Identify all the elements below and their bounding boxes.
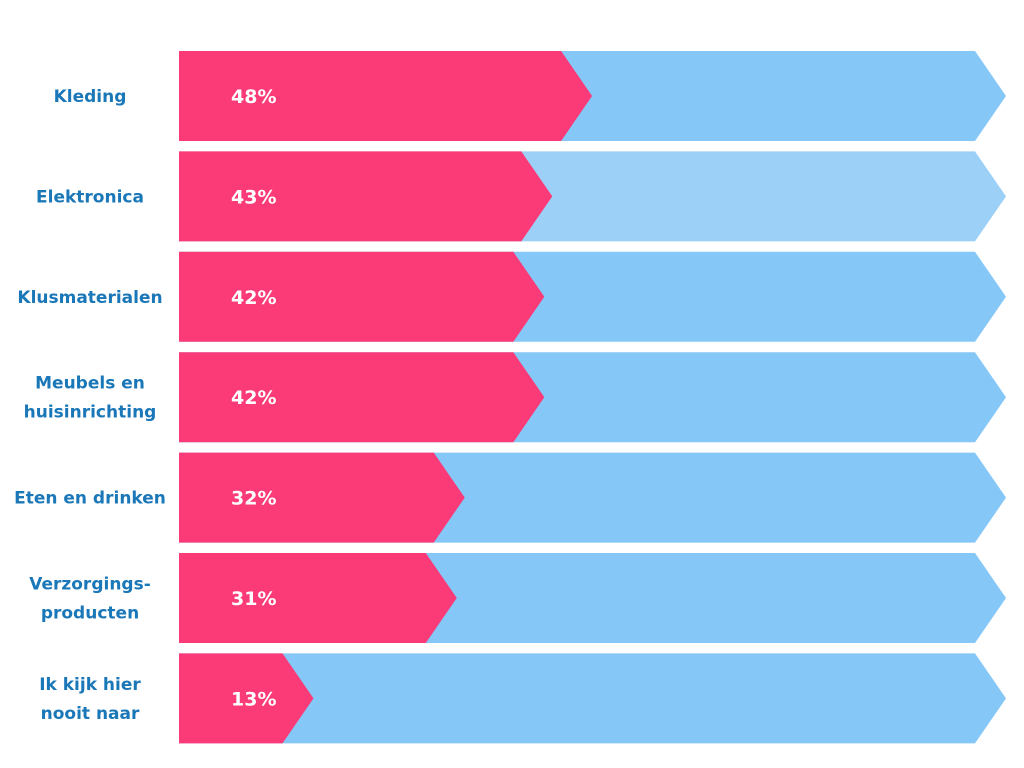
category-label-line: nooit naar — [41, 704, 140, 724]
value-label: 31% — [231, 588, 276, 610]
bar-value — [179, 352, 545, 443]
category-label-line: Klusmaterialen — [17, 288, 162, 308]
category-label-line: Verzorgings- — [29, 575, 151, 595]
category-label: Verzorgings-producten — [29, 575, 151, 624]
bar-value — [179, 51, 593, 141]
bar-remainder — [179, 653, 1006, 744]
category-label-line: huisinrichting — [24, 403, 157, 423]
bar-value — [179, 251, 545, 342]
category-label-line: producten — [41, 604, 139, 624]
category-labels-group: Kleding Elektronica Klusmaterialen Meubels … — [14, 87, 166, 724]
bar-value — [179, 553, 457, 643]
category-label-line: Elektronica — [36, 187, 144, 207]
value-label: 32% — [231, 488, 276, 510]
category-label: Kleding — [54, 87, 127, 107]
category-label-line: Meubels en — [35, 374, 145, 394]
bars-group: 48% 43% 42% 42% 32% 31% 13% — [179, 51, 1006, 744]
category-label: Elektronica — [36, 187, 144, 207]
bar-value — [179, 452, 465, 543]
category-label-line: Kleding — [54, 87, 127, 107]
value-label: 42% — [231, 287, 276, 309]
value-label: 48% — [231, 86, 276, 108]
bar-value — [179, 653, 314, 744]
category-label: Meubels en huisinrichting — [24, 374, 157, 423]
category-label: Ik kijk hier nooit naar — [39, 675, 141, 724]
bar-value — [179, 151, 553, 242]
category-label-line: Eten en drinken — [14, 489, 166, 509]
value-label: 42% — [231, 387, 276, 409]
category-label: Klusmaterialen — [17, 288, 162, 308]
category-label-line: Ik kijk hier — [39, 675, 141, 695]
category-label: Eten en drinken — [14, 489, 166, 509]
value-label: 43% — [231, 186, 276, 208]
value-label: 13% — [231, 688, 276, 710]
